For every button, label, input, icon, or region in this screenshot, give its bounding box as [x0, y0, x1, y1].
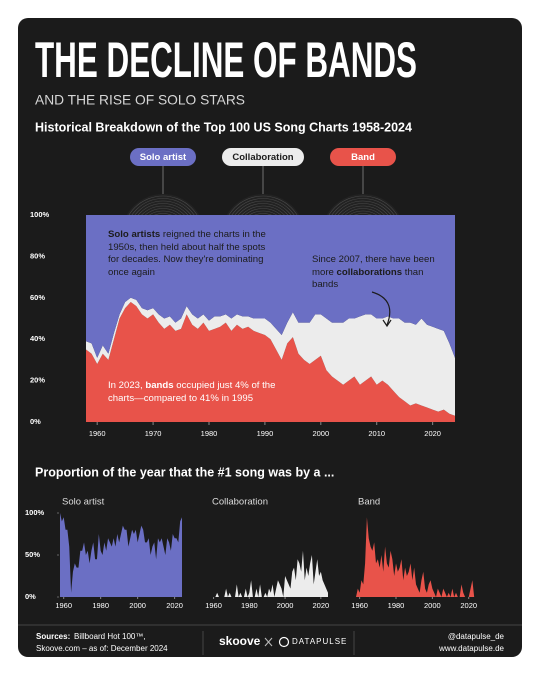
x-tick-label: 2000: [312, 429, 329, 438]
x-tick-label: 1980: [92, 601, 109, 610]
x-tick-label: 2020: [460, 601, 477, 610]
x-tick-label: 2020: [166, 601, 183, 610]
area: [86, 301, 455, 422]
y-tick-label: 0%: [30, 417, 41, 426]
annotation-text: collaborations: [336, 266, 403, 278]
x-tick-label: 1960: [89, 429, 106, 438]
y-tick-label: 20%: [30, 376, 45, 385]
annotation-text: reigned the charts in the 1950s, then he…: [108, 229, 266, 278]
partner-icon: [278, 636, 290, 648]
area: [210, 550, 328, 597]
y-tick-label: 100%: [30, 210, 50, 219]
legend-pill: [330, 148, 396, 166]
x-tick-label: 2000: [277, 601, 294, 610]
legend-pill: [222, 148, 304, 166]
x-tick-label: 2000: [129, 601, 146, 610]
x-tick-label: 2020: [424, 429, 441, 438]
sources-line: Skoove.com – as of: December 2024: [36, 644, 168, 653]
x-tick-label: 1980: [388, 601, 405, 610]
annotation-text: bands: [145, 380, 174, 391]
small-multiples: Solo artist 1960 1980 2000 2020 0% 50% 100% Coll…: [25, 497, 477, 610]
annotation-text: Since 2007, there have been more: [312, 254, 435, 278]
legend-label: Solo artist: [140, 152, 187, 163]
handle: @datapulse_de: [448, 632, 505, 641]
legend-pill: [130, 148, 196, 166]
area: [60, 513, 182, 597]
area: [86, 297, 455, 416]
x-tick-label: 1990: [257, 429, 274, 438]
sources-label: Sources:: [36, 632, 70, 641]
x-tick-label: 2020: [313, 601, 330, 610]
annotation-text: occupied just 4% of the charts—compared …: [108, 380, 276, 404]
area: [356, 517, 476, 597]
sources-line: Billboard Hot 100™,: [74, 632, 146, 641]
chart-title: Historical Breakdown of the Top 100 US S…: [35, 120, 412, 134]
annotation: Since 2007, there have been more collabo…: [312, 254, 448, 292]
chart-subtitle: Band: [358, 497, 380, 508]
y-tick-label: 40%: [30, 334, 45, 343]
x-tick-label: 1960: [351, 601, 368, 610]
x-tick-label: 1960: [55, 601, 72, 610]
annotation: Solo artists reigned the charts in the 1…: [108, 229, 266, 279]
legend-label: Collaboration: [232, 152, 293, 163]
y-tick-label: 60%: [30, 293, 45, 302]
annotation-text: Solo artists: [108, 229, 161, 240]
main-chart: 0% 20% 40% 60% 80% 100% 1960 1970 1980 1990 2000 20…: [30, 210, 455, 438]
y-tick-label: 100%: [25, 508, 45, 517]
website: www.datapulse.de: [438, 644, 504, 653]
legend-label: Band: [351, 152, 375, 163]
x-tick-label: 2000: [424, 601, 441, 610]
brand-logo: skoove: [219, 634, 261, 648]
chart-subtitle: Collaboration: [212, 497, 268, 508]
arrow: [371, 291, 391, 326]
annotation: In 2023, bands occupied just 4% of the c…: [108, 380, 288, 405]
y-tick-label: 50%: [25, 550, 40, 559]
arrow-head: [382, 319, 392, 328]
subtitle: AND THE RISE OF SOLO STARS: [35, 92, 245, 108]
x-tick-label: 1980: [241, 601, 258, 610]
x-tick-label: 1980: [201, 429, 218, 438]
y-tick-label: 0%: [25, 592, 36, 601]
x-tick-label: 2010: [368, 429, 385, 438]
partner-logo: DATAPULSE: [292, 637, 347, 646]
annotation-text: In 2023,: [108, 380, 146, 391]
y-tick-label: 80%: [30, 251, 45, 260]
chart-subtitle: Solo artist: [62, 497, 105, 508]
x-tick-label: 1960: [205, 601, 222, 610]
area: [86, 215, 455, 358]
x-tick-label: 1970: [145, 429, 162, 438]
annotation-text: than bands: [312, 266, 424, 291]
title: THE DECLINE OF BANDS: [35, 32, 417, 88]
section-title: Proportion of the year that the #1 song …: [35, 465, 334, 479]
cross-icon: [264, 637, 273, 647]
